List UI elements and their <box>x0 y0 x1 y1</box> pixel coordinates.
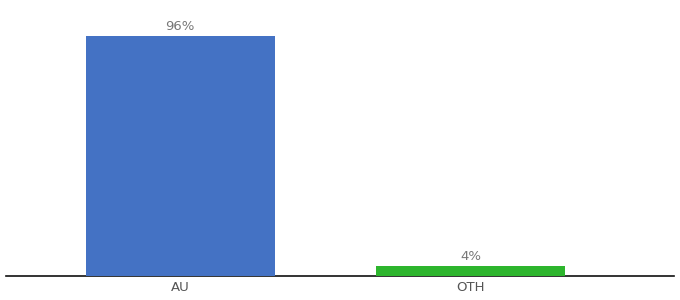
Bar <box>86 36 275 276</box>
Text: 96%: 96% <box>165 20 194 33</box>
Bar <box>376 266 565 276</box>
Text: 4%: 4% <box>460 250 481 263</box>
